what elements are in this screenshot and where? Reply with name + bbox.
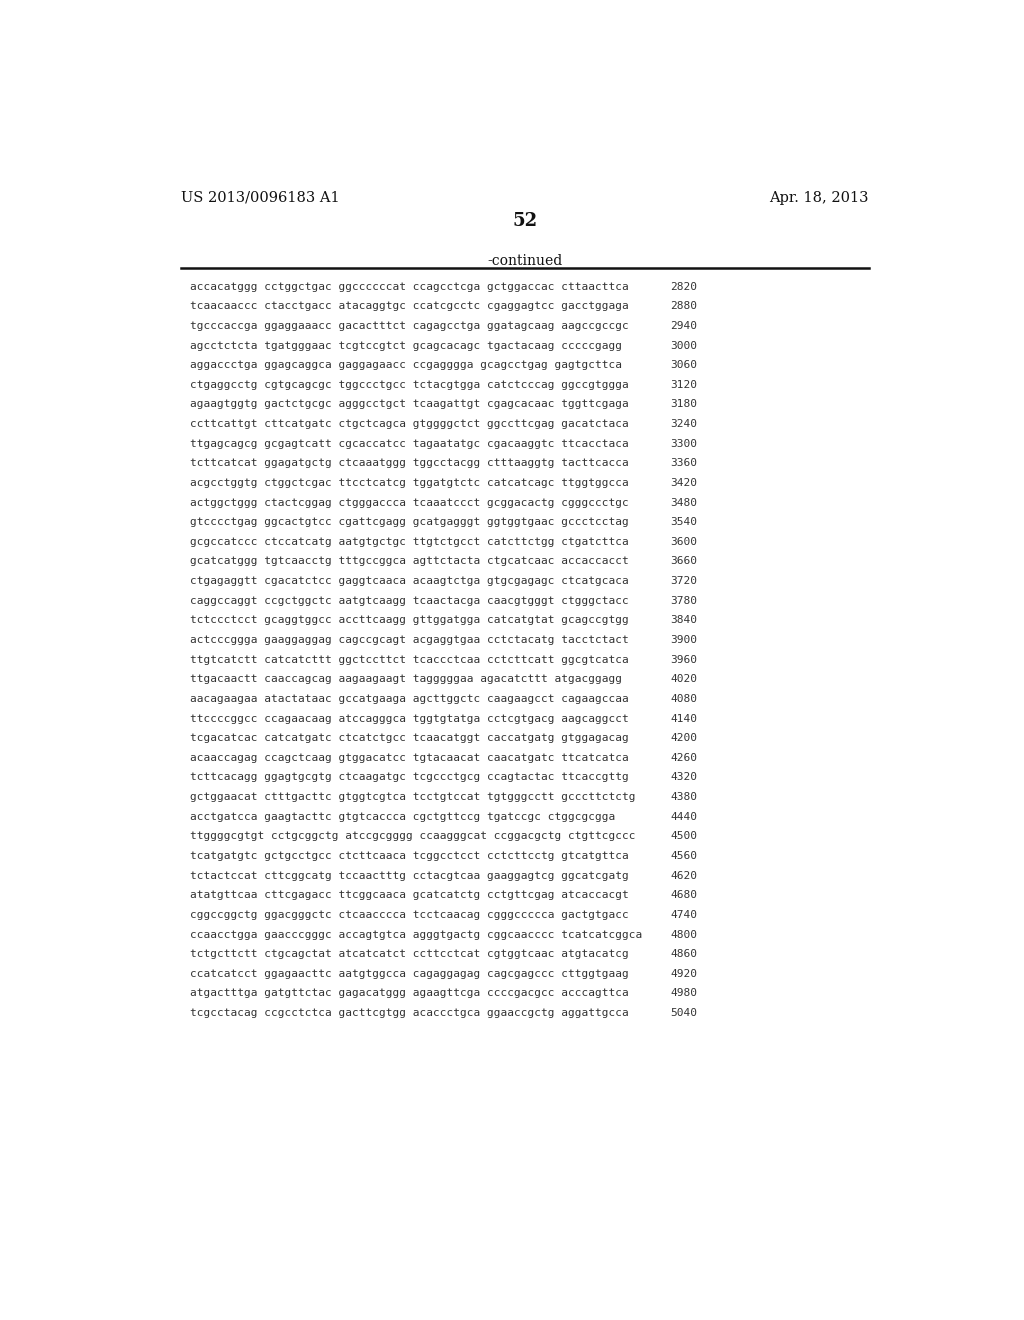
Text: aacagaagaa atactataac gccatgaaga agcttggctc caagaagcct cagaagccaa: aacagaagaa atactataac gccatgaaga agcttgg… — [190, 694, 629, 704]
Text: 4740: 4740 — [671, 909, 697, 920]
Text: ttgagcagcg gcgagtcatt cgcaccatcc tagaatatgc cgacaaggtc ttcacctaca: ttgagcagcg gcgagtcatt cgcaccatcc tagaata… — [190, 438, 629, 449]
Text: 4680: 4680 — [671, 890, 697, 900]
Text: 4260: 4260 — [671, 752, 697, 763]
Text: 3480: 3480 — [671, 498, 697, 508]
Text: ccaacctgga gaacccgggc accagtgtca agggtgactg cggcaacccc tcatcatcggca: ccaacctgga gaacccgggc accagtgtca agggtga… — [190, 929, 642, 940]
Text: cggccggctg ggacgggctc ctcaacccca tcctcaacag cgggccccca gactgtgacc: cggccggctg ggacgggctc ctcaacccca tcctcaa… — [190, 909, 629, 920]
Text: 4020: 4020 — [671, 675, 697, 684]
Text: accacatggg cctggctgac ggccccccat ccagcctcga gctggaccac cttaacttca: accacatggg cctggctgac ggccccccat ccagcct… — [190, 281, 629, 292]
Text: caggccaggt ccgctggctc aatgtcaagg tcaactacga caacgtgggt ctgggctacc: caggccaggt ccgctggctc aatgtcaagg tcaacta… — [190, 595, 629, 606]
Text: 5040: 5040 — [671, 1008, 697, 1018]
Text: 3300: 3300 — [671, 438, 697, 449]
Text: agcctctcta tgatgggaac tcgtccgtct gcagcacagc tgactacaag cccccgagg: agcctctcta tgatgggaac tcgtccgtct gcagcac… — [190, 341, 622, 351]
Text: atgactttga gatgttctac gagacatggg agaagttcga ccccgacgcc acccagttca: atgactttga gatgttctac gagacatggg agaagtt… — [190, 989, 629, 998]
Text: 3360: 3360 — [671, 458, 697, 469]
Text: gtcccctgag ggcactgtcc cgattcgagg gcatgagggt ggtggtgaac gccctcctag: gtcccctgag ggcactgtcc cgattcgagg gcatgag… — [190, 517, 629, 527]
Text: 3180: 3180 — [671, 400, 697, 409]
Text: 4080: 4080 — [671, 694, 697, 704]
Text: 3060: 3060 — [671, 360, 697, 370]
Text: 3240: 3240 — [671, 418, 697, 429]
Text: tcatgatgtc gctgcctgcc ctcttcaaca tcggcctcct cctcttcctg gtcatgttca: tcatgatgtc gctgcctgcc ctcttcaaca tcggcct… — [190, 851, 629, 861]
Text: acaaccagag ccagctcaag gtggacatcc tgtacaacat caacatgatc ttcatcatca: acaaccagag ccagctcaag gtggacatcc tgtacaa… — [190, 752, 629, 763]
Text: ttccccggcc ccagaacaag atccagggca tggtgtatga cctcgtgacg aagcaggcct: ttccccggcc ccagaacaag atccagggca tggtgta… — [190, 714, 629, 723]
Text: 3840: 3840 — [671, 615, 697, 626]
Text: 4140: 4140 — [671, 714, 697, 723]
Text: 4920: 4920 — [671, 969, 697, 979]
Text: ccatcatcct ggagaacttc aatgtggcca cagaggagag cagcgagccc cttggtgaag: ccatcatcct ggagaacttc aatgtggcca cagagga… — [190, 969, 629, 979]
Text: 3420: 3420 — [671, 478, 697, 488]
Text: 4860: 4860 — [671, 949, 697, 960]
Text: 52: 52 — [512, 213, 538, 230]
Text: 4560: 4560 — [671, 851, 697, 861]
Text: 3120: 3120 — [671, 380, 697, 389]
Text: ttgtcatctt catcatcttt ggctccttct tcaccctcaa cctcttcatt ggcgtcatca: ttgtcatctt catcatcttt ggctccttct tcaccct… — [190, 655, 629, 665]
Text: tcttcacagg ggagtgcgtg ctcaagatgc tcgccctgcg ccagtactac ttcaccgttg: tcttcacagg ggagtgcgtg ctcaagatgc tcgccct… — [190, 772, 629, 783]
Text: gcatcatggg tgtcaacctg tttgccggca agttctacta ctgcatcaac accaccacct: gcatcatggg tgtcaacctg tttgccggca agttcta… — [190, 557, 629, 566]
Text: 3960: 3960 — [671, 655, 697, 665]
Text: Apr. 18, 2013: Apr. 18, 2013 — [769, 191, 869, 205]
Text: tctactccat cttcggcatg tccaactttg cctacgtcaa gaaggagtcg ggcatcgatg: tctactccat cttcggcatg tccaactttg cctacgt… — [190, 871, 629, 880]
Text: ttgacaactt caaccagcag aagaagaagt tagggggaa agacatcttt atgacggagg: ttgacaactt caaccagcag aagaagaagt taggggg… — [190, 675, 622, 684]
Text: -continued: -continued — [487, 253, 562, 268]
Text: agaagtggtg gactctgcgc agggcctgct tcaagattgt cgagcacaac tggttcgaga: agaagtggtg gactctgcgc agggcctgct tcaagat… — [190, 400, 629, 409]
Text: tctgcttctt ctgcagctat atcatcatct ccttcctcat cgtggtcaac atgtacatcg: tctgcttctt ctgcagctat atcatcatct ccttcct… — [190, 949, 629, 960]
Text: 2940: 2940 — [671, 321, 697, 331]
Text: tcttcatcat ggagatgctg ctcaaatggg tggcctacgg ctttaaggtg tacttcacca: tcttcatcat ggagatgctg ctcaaatggg tggccta… — [190, 458, 629, 469]
Text: actggctggg ctactcggag ctgggaccca tcaaatccct gcggacactg cgggccctgc: actggctggg ctactcggag ctgggaccca tcaaatc… — [190, 498, 629, 508]
Text: tcgcctacag ccgcctctca gacttcgtgg acaccctgca ggaaccgctg aggattgcca: tcgcctacag ccgcctctca gacttcgtgg acaccct… — [190, 1008, 629, 1018]
Text: 4320: 4320 — [671, 772, 697, 783]
Text: 3600: 3600 — [671, 537, 697, 546]
Text: 3720: 3720 — [671, 576, 697, 586]
Text: gcgccatccc ctccatcatg aatgtgctgc ttgtctgcct catcttctgg ctgatcttca: gcgccatccc ctccatcatg aatgtgctgc ttgtctg… — [190, 537, 629, 546]
Text: 3660: 3660 — [671, 557, 697, 566]
Text: 4380: 4380 — [671, 792, 697, 803]
Text: 3780: 3780 — [671, 595, 697, 606]
Text: 4800: 4800 — [671, 929, 697, 940]
Text: tcgacatcac catcatgatc ctcatctgcc tcaacatggt caccatgatg gtggagacag: tcgacatcac catcatgatc ctcatctgcc tcaacat… — [190, 733, 629, 743]
Text: gctggaacat ctttgacttc gtggtcgtca tcctgtccat tgtgggcctt gcccttctctg: gctggaacat ctttgacttc gtggtcgtca tcctgtc… — [190, 792, 636, 803]
Text: 3900: 3900 — [671, 635, 697, 645]
Text: 2820: 2820 — [671, 281, 697, 292]
Text: actcccggga gaaggaggag cagccgcagt acgaggtgaa cctctacatg tacctctact: actcccggga gaaggaggag cagccgcagt acgaggt… — [190, 635, 629, 645]
Text: ccttcattgt cttcatgatc ctgctcagca gtggggctct ggccttcgag gacatctaca: ccttcattgt cttcatgatc ctgctcagca gtggggc… — [190, 418, 629, 429]
Text: 4200: 4200 — [671, 733, 697, 743]
Text: aggaccctga ggagcaggca gaggagaacc ccgagggga gcagcctgag gagtgcttca: aggaccctga ggagcaggca gaggagaacc ccgaggg… — [190, 360, 622, 370]
Text: ttggggcgtgt cctgcggctg atccgcgggg ccaagggcat ccggacgctg ctgttcgccc: ttggggcgtgt cctgcggctg atccgcgggg ccaagg… — [190, 832, 636, 841]
Text: acgcctggtg ctggctcgac ttcctcatcg tggatgtctc catcatcagc ttggtggcca: acgcctggtg ctggctcgac ttcctcatcg tggatgt… — [190, 478, 629, 488]
Text: tgcccaccga ggaggaaacc gacactttct cagagcctga ggatagcaag aagccgccgc: tgcccaccga ggaggaaacc gacactttct cagagcc… — [190, 321, 629, 331]
Text: 4440: 4440 — [671, 812, 697, 822]
Text: 4620: 4620 — [671, 871, 697, 880]
Text: 3540: 3540 — [671, 517, 697, 527]
Text: atatgttcaa cttcgagacc ttcggcaaca gcatcatctg cctgttcgag atcaccacgt: atatgttcaa cttcgagacc ttcggcaaca gcatcat… — [190, 890, 629, 900]
Text: 4500: 4500 — [671, 832, 697, 841]
Text: ctgagaggtt cgacatctcc gaggtcaaca acaagtctga gtgcgagagc ctcatgcaca: ctgagaggtt cgacatctcc gaggtcaaca acaagtc… — [190, 576, 629, 586]
Text: ctgaggcctg cgtgcagcgc tggccctgcc tctacgtgga catctcccag ggccgtggga: ctgaggcctg cgtgcagcgc tggccctgcc tctacgt… — [190, 380, 629, 389]
Text: US 2013/0096183 A1: US 2013/0096183 A1 — [180, 191, 339, 205]
Text: acctgatcca gaagtacttc gtgtcaccca cgctgttccg tgatccgc ctggcgcgga: acctgatcca gaagtacttc gtgtcaccca cgctgtt… — [190, 812, 615, 822]
Text: 3000: 3000 — [671, 341, 697, 351]
Text: 4980: 4980 — [671, 989, 697, 998]
Text: 2880: 2880 — [671, 301, 697, 312]
Text: tctccctcct gcaggtggcc accttcaagg gttggatgga catcatgtat gcagccgtgg: tctccctcct gcaggtggcc accttcaagg gttggat… — [190, 615, 629, 626]
Text: tcaacaaccc ctacctgacc atacaggtgc ccatcgcctc cgaggagtcc gacctggaga: tcaacaaccc ctacctgacc atacaggtgc ccatcgc… — [190, 301, 629, 312]
